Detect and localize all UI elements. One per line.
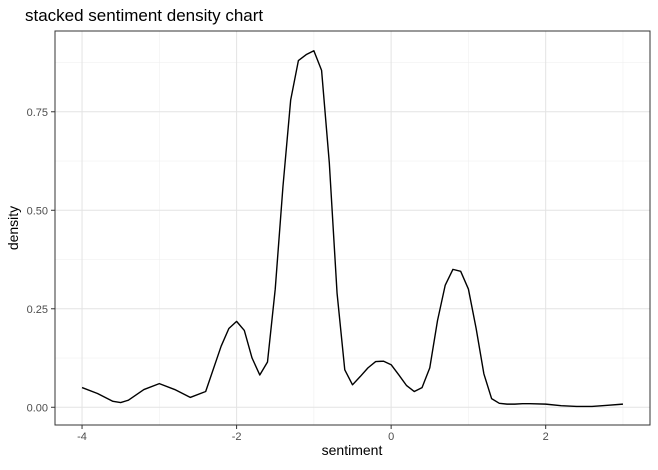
plot-area: -4 -2 0 2 0.00 0.25 0.50 0.75 <box>27 30 651 443</box>
y-tick-label: 0.50 <box>27 205 48 217</box>
y-tick-label: 0.00 <box>27 402 48 414</box>
y-axis-title: density <box>5 206 21 250</box>
x-tick-label: -4 <box>77 431 87 443</box>
x-tick-label: -2 <box>232 431 242 443</box>
y-tick-label: 0.25 <box>27 304 48 316</box>
x-axis-title: sentiment <box>322 442 383 458</box>
density-line <box>81 50 624 408</box>
x-tick-label: 0 <box>388 431 394 443</box>
panel-border <box>54 30 651 426</box>
chart-title: stacked sentiment density chart <box>25 6 263 25</box>
y-tick-label: 0.75 <box>27 107 48 119</box>
x-tick-label: 2 <box>543 431 549 443</box>
